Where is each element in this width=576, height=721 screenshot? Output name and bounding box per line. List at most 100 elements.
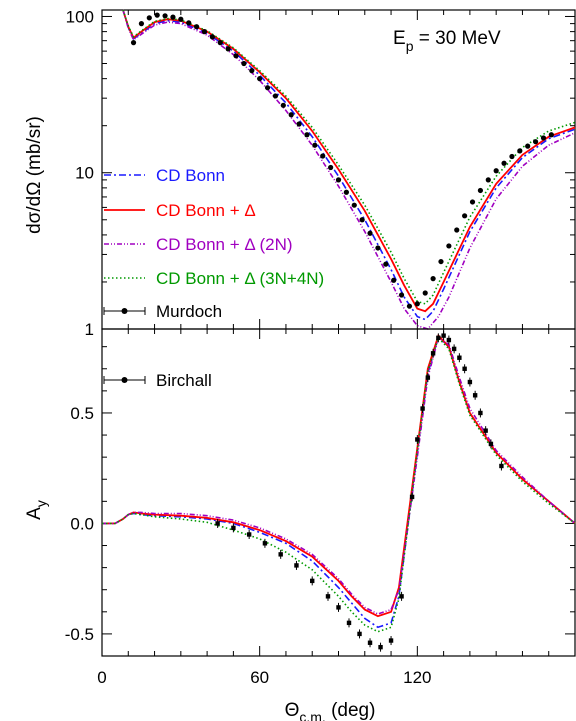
bottom-y-tick-label: -0.5 xyxy=(65,625,94,644)
murdoch-point xyxy=(138,21,145,27)
x-tick-label: 0 xyxy=(97,668,106,687)
murdoch-point xyxy=(383,261,389,267)
murdoch-point xyxy=(462,213,468,219)
murdoch-point xyxy=(264,85,271,91)
legend-entry-murdoch: Murdoch xyxy=(103,302,222,321)
birchall-point xyxy=(294,563,299,568)
top-y-axis-label: dσ/dΩ (mb/sr) xyxy=(24,116,45,234)
birchall-point xyxy=(215,521,220,526)
murdoch-point xyxy=(359,217,365,223)
legend-label-murdoch: Murdoch xyxy=(156,302,222,321)
birchall-point xyxy=(499,463,504,469)
murdoch-point xyxy=(312,142,318,148)
bottom-curve-cd-bonn-delta-2n xyxy=(102,336,576,615)
murdoch-point xyxy=(438,258,444,265)
murdoch-point xyxy=(304,132,310,138)
murdoch-point xyxy=(517,148,523,154)
murdoch-point xyxy=(509,153,515,160)
murdoch-point xyxy=(170,14,176,20)
energy-annotation: Ep = 30 MeV xyxy=(393,28,501,54)
legend-entry-cd-bonn-delta-3n4n: CD Bonn + Δ (3N+4N) xyxy=(104,269,324,288)
murdoch-point xyxy=(375,245,381,251)
birchall-point xyxy=(357,631,362,637)
top-curve-cd-bonn xyxy=(122,9,576,321)
birchall-point xyxy=(231,525,236,531)
cross-section-panel: 1 10 100 dσ/dΩ (mb/sr) Ep = 30 MeV xyxy=(24,7,576,339)
murdoch-point xyxy=(201,29,208,35)
birchall-point xyxy=(457,355,462,360)
murdoch-point xyxy=(217,40,223,46)
murdoch-point xyxy=(257,76,263,82)
analyzing-power-panel: -0.5 0.0 0.5 0 60 120 Ay xyxy=(24,328,576,687)
top-curve-cd-bonn-delta xyxy=(122,9,576,313)
murdoch-point xyxy=(280,102,286,108)
top-curves xyxy=(122,9,576,330)
birchall-data-points xyxy=(215,331,504,652)
murdoch-point xyxy=(540,135,547,141)
legend-marker-murdoch xyxy=(121,308,128,314)
birchall-point xyxy=(451,346,457,352)
murdoch-point xyxy=(194,24,200,30)
birchall-point xyxy=(430,351,436,356)
birchall-point xyxy=(388,638,394,643)
murdoch-point xyxy=(430,276,436,282)
murdoch-point xyxy=(446,243,452,249)
murdoch-point xyxy=(288,112,294,118)
legend-entry-cd-bonn-delta: CD Bonn + Δ xyxy=(104,201,256,220)
birchall-point xyxy=(462,366,467,371)
murdoch-point xyxy=(422,290,428,296)
murdoch-point xyxy=(477,187,483,194)
murdoch-point xyxy=(398,292,405,298)
birchall-point xyxy=(478,410,483,416)
murdoch-point xyxy=(391,277,397,283)
birchall-point xyxy=(420,406,425,411)
birchall-point xyxy=(310,578,315,584)
birchall-point xyxy=(446,337,452,343)
murdoch-point xyxy=(367,230,373,236)
birchall-point xyxy=(425,375,431,380)
murdoch-point xyxy=(493,168,499,174)
murdoch-point xyxy=(351,202,357,208)
murdoch-point xyxy=(233,53,239,59)
legend-label-birchall: Birchall xyxy=(156,371,212,390)
bottom-axis-ticks: -0.5 0.0 0.5 0 60 120 xyxy=(65,329,576,687)
x-tick-label: 120 xyxy=(403,668,431,687)
murdoch-point xyxy=(501,160,507,166)
legend-label-cd-bonn: CD Bonn xyxy=(156,166,225,185)
murdoch-point xyxy=(162,13,168,19)
birchall-point xyxy=(409,494,415,500)
birchall-point xyxy=(325,594,331,599)
murdoch-point xyxy=(186,20,192,26)
murdoch-point xyxy=(414,301,420,307)
bottom-curve-cd-bonn-delta-3n4n xyxy=(102,336,576,633)
murdoch-point xyxy=(209,34,215,40)
murdoch-point xyxy=(130,40,137,46)
murdoch-point xyxy=(178,16,184,22)
top-y-tick-label: 1 xyxy=(85,320,94,339)
murdoch-point xyxy=(525,143,531,149)
murdoch-point xyxy=(454,227,460,233)
murdoch-point xyxy=(225,46,231,52)
murdoch-point xyxy=(335,177,342,183)
top-curve-cd-bonn-delta-3n4n xyxy=(122,9,576,305)
birchall-point xyxy=(415,437,420,442)
murdoch-point xyxy=(320,153,326,159)
murdoch-point xyxy=(485,177,491,183)
bottom-y-tick-label: 0.5 xyxy=(70,404,94,423)
bottom-curve-cd-bonn-delta xyxy=(102,333,576,618)
legend-entry-birchall: Birchall xyxy=(103,371,212,390)
murdoch-point xyxy=(249,68,255,74)
legend-entry-cd-bonn: CD Bonn xyxy=(104,166,225,185)
birchall-point xyxy=(336,605,341,610)
murdoch-point xyxy=(241,60,247,67)
birchall-point xyxy=(262,541,268,546)
murdoch-data-points xyxy=(130,12,554,309)
murdoch-point xyxy=(406,303,413,309)
birchall-point xyxy=(367,640,373,645)
top-y-tick-label: 10 xyxy=(75,164,94,183)
murdoch-point xyxy=(328,164,334,171)
murdoch-point xyxy=(532,139,539,145)
legend-label-cd-bonn-delta: CD Bonn + Δ xyxy=(156,201,256,220)
murdoch-point xyxy=(146,15,152,21)
